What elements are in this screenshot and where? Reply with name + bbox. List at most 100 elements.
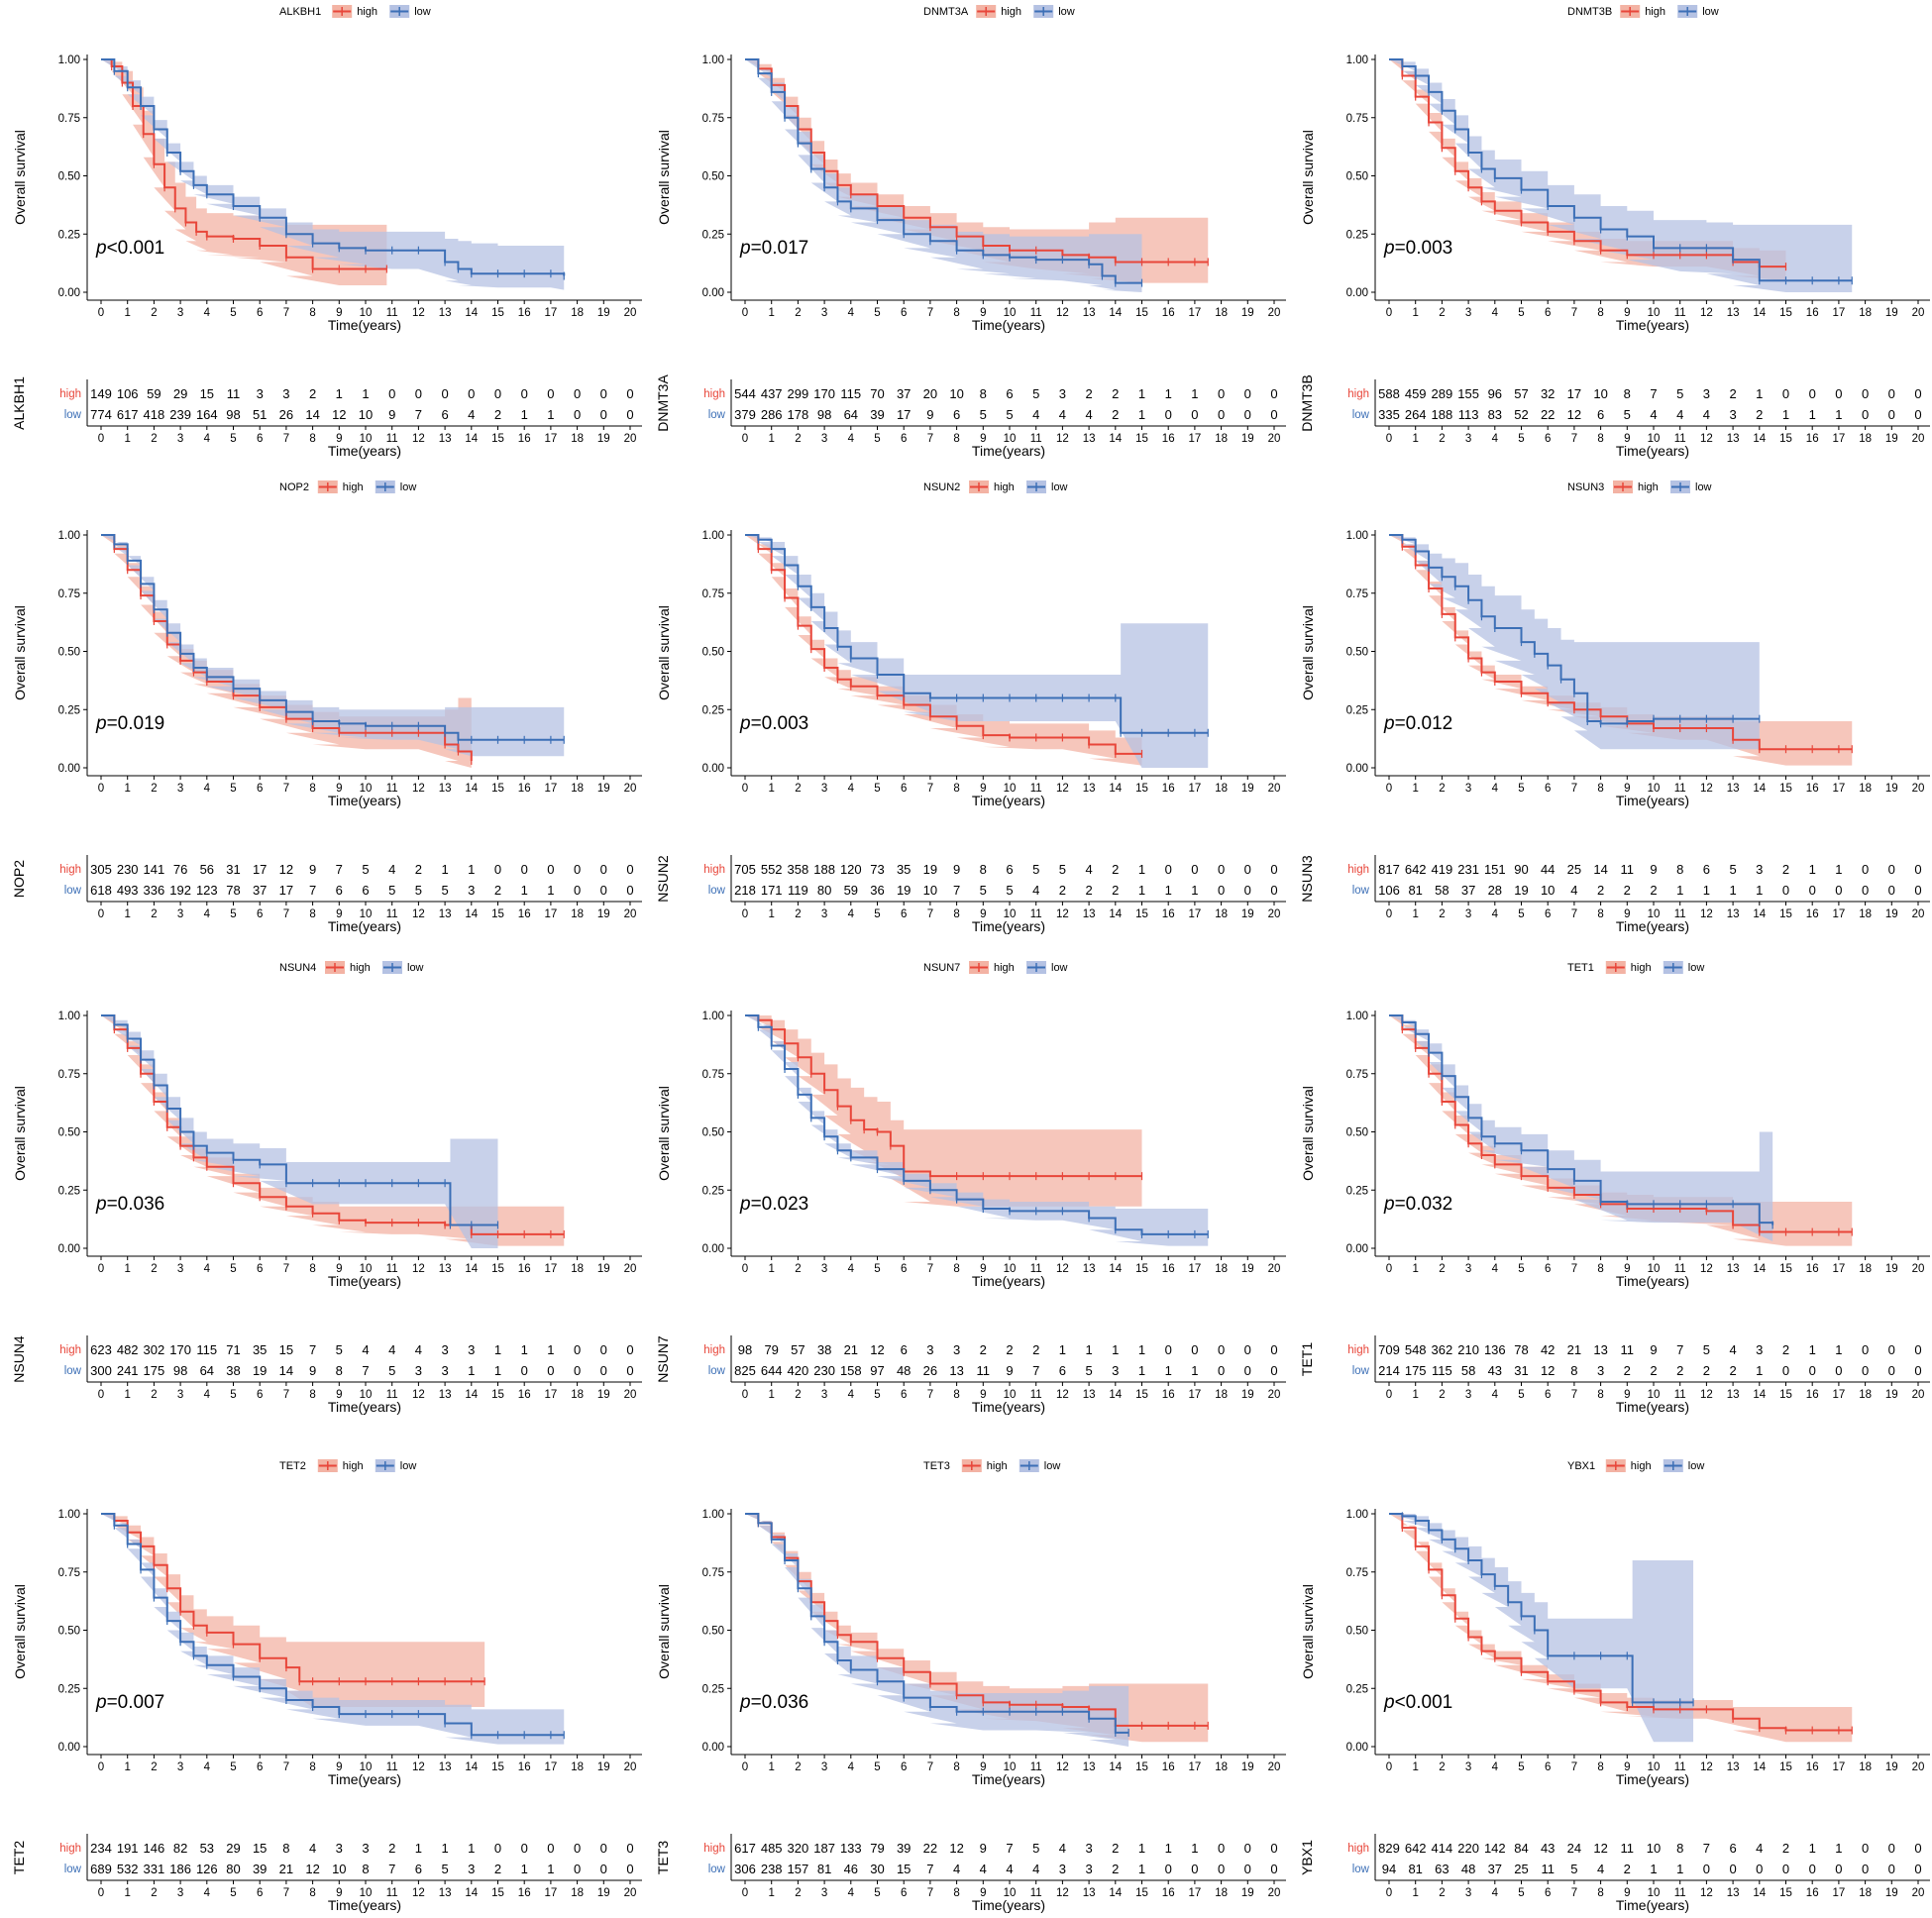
risk-x-tick-label: 6 bbox=[1545, 1389, 1551, 1401]
risk-count-high: 0 bbox=[1191, 862, 1198, 877]
x-tick-label: 9 bbox=[1624, 1761, 1630, 1773]
risk-x-tick-label: 17 bbox=[545, 1389, 558, 1401]
y-tick-label: 1.00 bbox=[58, 54, 80, 66]
x-tick-label: 8 bbox=[309, 1263, 315, 1275]
p-value-symbol: p bbox=[739, 238, 751, 259]
risk-x-axis-title: Time(years) bbox=[328, 1399, 401, 1415]
risk-table-gene: NSUN3 bbox=[1299, 855, 1315, 903]
x-tick-label: 11 bbox=[1674, 783, 1686, 795]
risk-count-high: 8 bbox=[980, 862, 987, 877]
x-tick-label: 11 bbox=[1030, 307, 1042, 319]
x-tick-label: 2 bbox=[1439, 1761, 1445, 1773]
risk-count-low: 80 bbox=[226, 1862, 240, 1876]
risk-count-high: 8 bbox=[282, 1841, 289, 1856]
risk-count-high: 12 bbox=[1593, 1841, 1607, 1856]
risk-count-high: 0 bbox=[494, 386, 501, 401]
risk-count-high: 71 bbox=[226, 1342, 240, 1357]
risk-x-tick-label: 11 bbox=[1674, 908, 1686, 920]
x-tick-label: 1 bbox=[768, 307, 774, 319]
legend-title: NSUN4 bbox=[279, 962, 316, 974]
risk-count-low: 7 bbox=[926, 1862, 933, 1876]
risk-x-tick-label: 0 bbox=[742, 433, 748, 445]
risk-count-low: 238 bbox=[761, 1862, 783, 1876]
risk-x-tick-label: 9 bbox=[336, 908, 342, 920]
x-axis-title: Time(years) bbox=[972, 1771, 1045, 1787]
risk-count-high: 588 bbox=[1378, 386, 1400, 401]
p-value-symbol: p bbox=[739, 1692, 751, 1713]
x-tick-label: 12 bbox=[1700, 1761, 1713, 1773]
risk-count-high: 709 bbox=[1378, 1342, 1400, 1357]
p-value: p=0.023 bbox=[739, 1194, 808, 1215]
risk-x-tick-label: 18 bbox=[1859, 433, 1872, 445]
x-tick-label: 14 bbox=[1109, 783, 1122, 795]
risk-count-low: 6 bbox=[441, 407, 448, 422]
y-tick-label: 0.00 bbox=[58, 763, 80, 775]
risk-x-tick-label: 12 bbox=[1700, 908, 1713, 920]
risk-x-tick-label: 17 bbox=[1833, 433, 1846, 445]
risk-x-tick-label: 15 bbox=[1135, 433, 1148, 445]
risk-x-tick-label: 6 bbox=[901, 1389, 907, 1401]
risk-count-high: 90 bbox=[1514, 862, 1528, 877]
risk-count-low: 2 bbox=[1624, 883, 1631, 898]
risk-count-low: 0 bbox=[1270, 1862, 1277, 1876]
risk-count-low: 2 bbox=[1703, 1363, 1710, 1378]
x-tick-label: 3 bbox=[1465, 307, 1471, 319]
y-axis-title: Overall survival bbox=[12, 1584, 28, 1679]
risk-x-tick-label: 3 bbox=[821, 1887, 827, 1899]
x-tick-label: 12 bbox=[412, 1263, 425, 1275]
risk-row-label-low: low bbox=[708, 885, 726, 897]
x-tick-label: 16 bbox=[1162, 1263, 1175, 1275]
x-tick-label: 12 bbox=[1700, 307, 1713, 319]
risk-count-low: 0 bbox=[1888, 1862, 1895, 1876]
risk-count-low: 0 bbox=[1914, 1363, 1921, 1378]
risk-x-tick-label: 11 bbox=[1030, 908, 1042, 920]
risk-x-tick-label: 16 bbox=[1806, 433, 1819, 445]
x-tick-label: 2 bbox=[1439, 307, 1445, 319]
x-tick-label: 16 bbox=[1806, 783, 1819, 795]
x-tick-label: 20 bbox=[1912, 1761, 1925, 1773]
x-tick-label: 17 bbox=[545, 783, 558, 795]
x-tick-label: 6 bbox=[1545, 307, 1551, 319]
x-tick-label: 14 bbox=[1753, 1263, 1766, 1275]
x-tick-label: 18 bbox=[571, 1263, 584, 1275]
risk-x-tick-label: 12 bbox=[1700, 433, 1713, 445]
x-tick-label: 18 bbox=[1215, 1263, 1228, 1275]
risk-x-tick-label: 6 bbox=[257, 1389, 263, 1401]
x-axis-title: Time(years) bbox=[328, 1273, 401, 1289]
risk-x-tick-label: 15 bbox=[491, 433, 504, 445]
p-value-number: =0.023 bbox=[751, 1194, 809, 1215]
x-tick-label: 8 bbox=[953, 1761, 959, 1773]
risk-x-tick-label: 20 bbox=[624, 433, 637, 445]
risk-x-tick-label: 14 bbox=[1753, 433, 1766, 445]
legend-high-label: high bbox=[1631, 1460, 1652, 1472]
risk-x-tick-label: 17 bbox=[1833, 1389, 1846, 1401]
y-tick-label: 0.25 bbox=[702, 1683, 724, 1695]
risk-x-tick-label: 12 bbox=[1056, 908, 1069, 920]
risk-count-low: 689 bbox=[90, 1862, 112, 1876]
legend-title: DNMT3A bbox=[923, 6, 969, 18]
risk-x-tick-label: 3 bbox=[177, 1389, 183, 1401]
x-tick-label: 3 bbox=[177, 1761, 183, 1773]
y-tick-label: 0.75 bbox=[58, 1567, 80, 1579]
risk-x-tick-label: 10 bbox=[360, 433, 373, 445]
risk-count-low: 81 bbox=[817, 1862, 831, 1876]
risk-count-low: 0 bbox=[1218, 407, 1225, 422]
risk-x-tick-label: 0 bbox=[742, 1887, 748, 1899]
risk-count-high: 70 bbox=[870, 386, 884, 401]
x-tick-label: 16 bbox=[1806, 1761, 1819, 1773]
risk-x-tick-label: 19 bbox=[1885, 1389, 1898, 1401]
risk-x-tick-label: 5 bbox=[1518, 1887, 1524, 1899]
risk-count-low: 2 bbox=[1650, 883, 1657, 898]
x-tick-label: 6 bbox=[257, 783, 263, 795]
risk-count-high: 11 bbox=[1621, 862, 1635, 877]
risk-x-tick-label: 14 bbox=[1109, 433, 1122, 445]
y-axis-title: Overall survival bbox=[12, 1086, 28, 1181]
y-tick-label: 0.50 bbox=[1346, 647, 1368, 659]
risk-count-high: 2 bbox=[1782, 862, 1789, 877]
risk-count-low: 0 bbox=[1835, 883, 1842, 898]
x-tick-label: 17 bbox=[545, 307, 558, 319]
risk-x-tick-label: 0 bbox=[98, 908, 104, 920]
risk-count-high: 1 bbox=[1112, 1342, 1119, 1357]
